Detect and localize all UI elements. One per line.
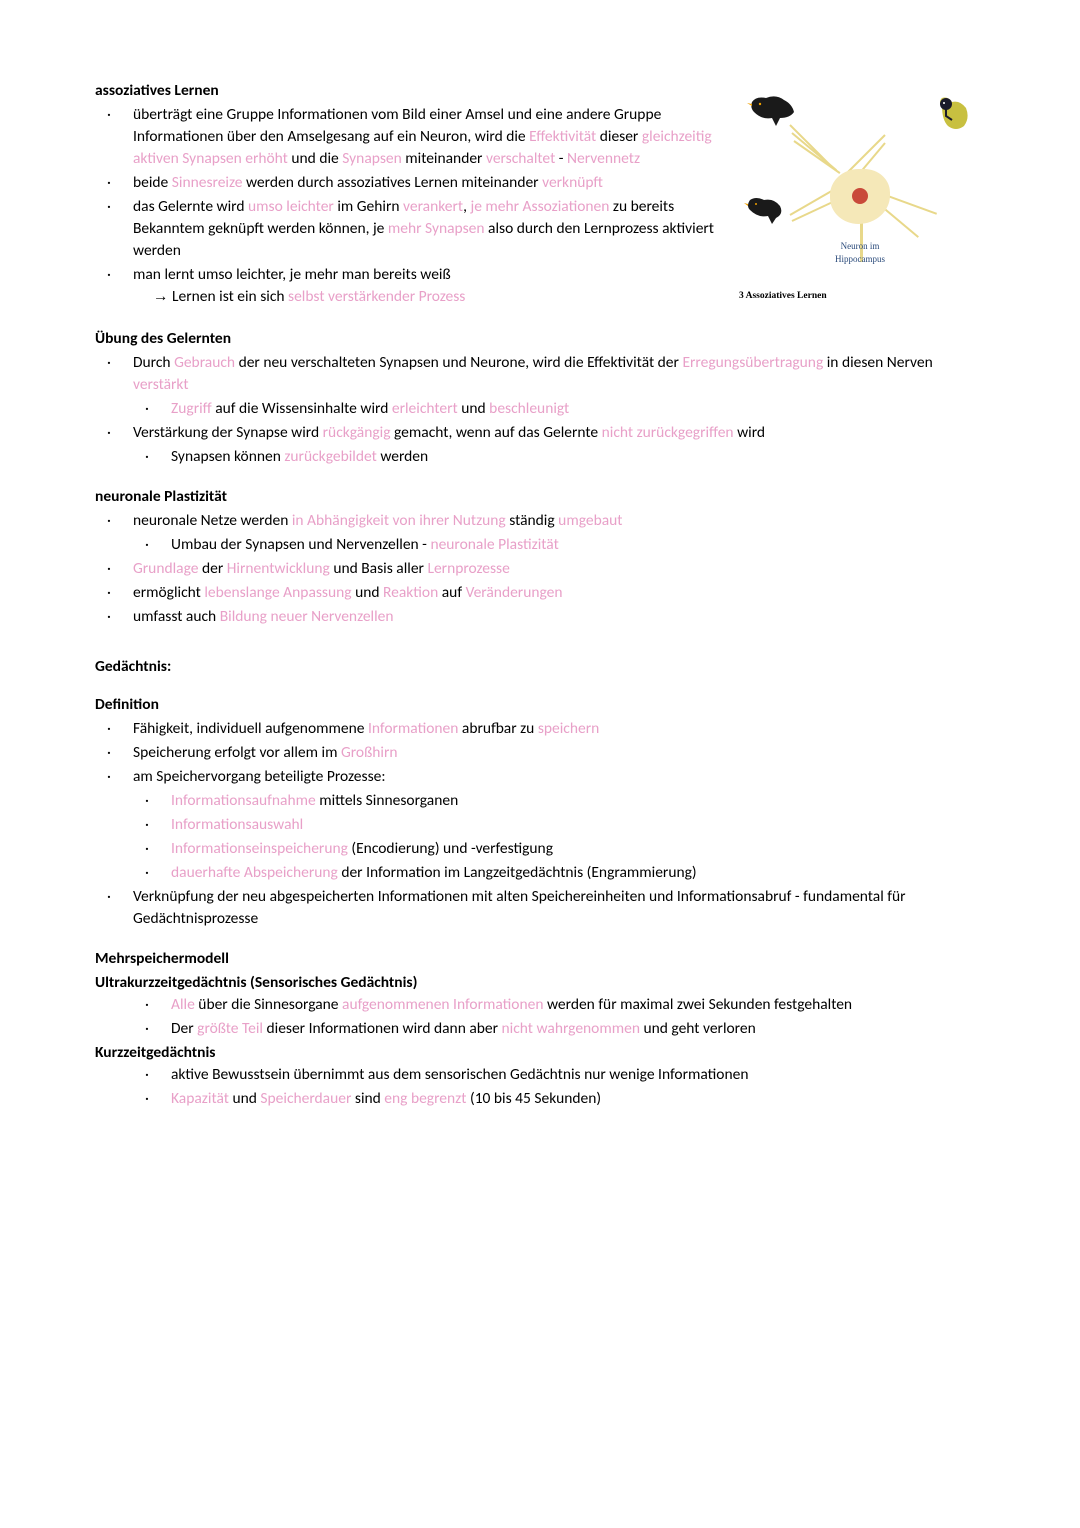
list-item: Informationseinspeicherung (Encodierung)… xyxy=(133,838,985,860)
list-item: man lernt umso leichter, je mehr man ber… xyxy=(95,264,985,308)
list-practice: Durch Gebrauch der neu verschalteten Syn… xyxy=(95,352,985,468)
sublist: Synapsen können zurückgebildet werden xyxy=(133,446,985,468)
heading-memory: Gedächtnis: xyxy=(95,656,985,678)
list-item: überträgt eine Gruppe Informationen vom … xyxy=(95,104,985,170)
list-item: Verstärkung der Synapse wird rückgängig … xyxy=(95,422,985,468)
section-associative-learning: Neuron im Hippocampus 3 Assoziatives Ler… xyxy=(95,80,985,310)
list-item: Grundlage der Hirnentwicklung und Basis … xyxy=(95,558,985,580)
list-item: Durch Gebrauch der neu verschalteten Syn… xyxy=(95,352,985,420)
list-item: ermöglicht lebenslange Anpassung und Rea… xyxy=(95,582,985,604)
list-associative: überträgt eine Gruppe Informationen vom … xyxy=(95,104,985,308)
sublist: Umbau der Synapsen und Nervenzellen - ne… xyxy=(133,534,985,556)
list-item: Alle über die Sinnesorgane aufgenommenen… xyxy=(133,994,985,1016)
heading-multistore: Mehrspeichermodell xyxy=(95,948,985,970)
list-item: aktive Bewusstsein übernimmt aus dem sen… xyxy=(133,1064,985,1086)
list-item: Verknüpfung der neu abgespeicherten Info… xyxy=(95,886,985,930)
arrow-icon: → xyxy=(153,288,169,305)
list-item: Der größte Teil dieser Informationen wir… xyxy=(133,1018,985,1040)
list-item: Informationsaufnahme mittels Sinnesorgan… xyxy=(133,790,985,812)
sublist: Zugriff auf die Wissensinhalte wird erle… xyxy=(133,398,985,420)
list-item: Informationsauswahl xyxy=(133,814,985,836)
list-definition: Fähigkeit, individuell aufgenommene Info… xyxy=(95,718,985,930)
list-item: das Gelernte wird umso leichter im Gehir… xyxy=(95,196,985,262)
list-item: dauerhafte Abspeicherung der Information… xyxy=(133,862,985,884)
section-multistore: Mehrspeichermodell Ultrakurzzeitgedächtn… xyxy=(95,948,985,1110)
heading-sensory-memory: Ultrakurzzeitgedächtnis (Sensorisches Ge… xyxy=(95,972,985,994)
arrow-line: → Lernen ist ein sich selbst verstärkend… xyxy=(133,286,985,308)
section-plasticity: neuronale Plastizität neuronale Netze we… xyxy=(95,486,985,628)
section-practice: Übung des Gelernten Durch Gebrauch der n… xyxy=(95,328,985,468)
block-shortterm: aktive Bewusstsein übernimmt aus dem sen… xyxy=(95,1064,985,1110)
sublist: Informationsaufnahme mittels Sinnesorgan… xyxy=(133,790,985,884)
list-item: Zugriff auf die Wissensinhalte wird erle… xyxy=(133,398,985,420)
list-shortterm: aktive Bewusstsein übernimmt aus dem sen… xyxy=(133,1064,985,1110)
list-sensory: Alle über die Sinnesorgane aufgenommenen… xyxy=(133,994,985,1040)
list-item: Umbau der Synapsen und Nervenzellen - ne… xyxy=(133,534,985,556)
section-definition: Definition Fähigkeit, individuell aufgen… xyxy=(95,694,985,930)
list-plasticity: neuronale Netze werden in Abhängigkeit v… xyxy=(95,510,985,628)
list-item: am Speichervorgang beteiligte Prozesse: … xyxy=(95,766,985,884)
list-item: beide Sinnesreize werden durch assoziati… xyxy=(95,172,985,194)
list-item: Fähigkeit, individuell aufgenommene Info… xyxy=(95,718,985,740)
heading-plasticity: neuronale Plastizität xyxy=(95,486,985,508)
list-item: Synapsen können zurückgebildet werden xyxy=(133,446,985,468)
block-sensory: Alle über die Sinnesorgane aufgenommenen… xyxy=(95,994,985,1040)
heading-definition: Definition xyxy=(95,694,985,716)
list-item: umfasst auch Bildung neuer Nervenzellen xyxy=(95,606,985,628)
heading-practice: Übung des Gelernten xyxy=(95,328,985,350)
list-item: Speicherung erfolgt vor allem im Großhir… xyxy=(95,742,985,764)
list-item: neuronale Netze werden in Abhängigkeit v… xyxy=(95,510,985,556)
heading-shortterm: Kurzzeitgedächtnis xyxy=(95,1042,985,1064)
list-item: Kapazität und Speicherdauer sind eng beg… xyxy=(133,1088,985,1110)
